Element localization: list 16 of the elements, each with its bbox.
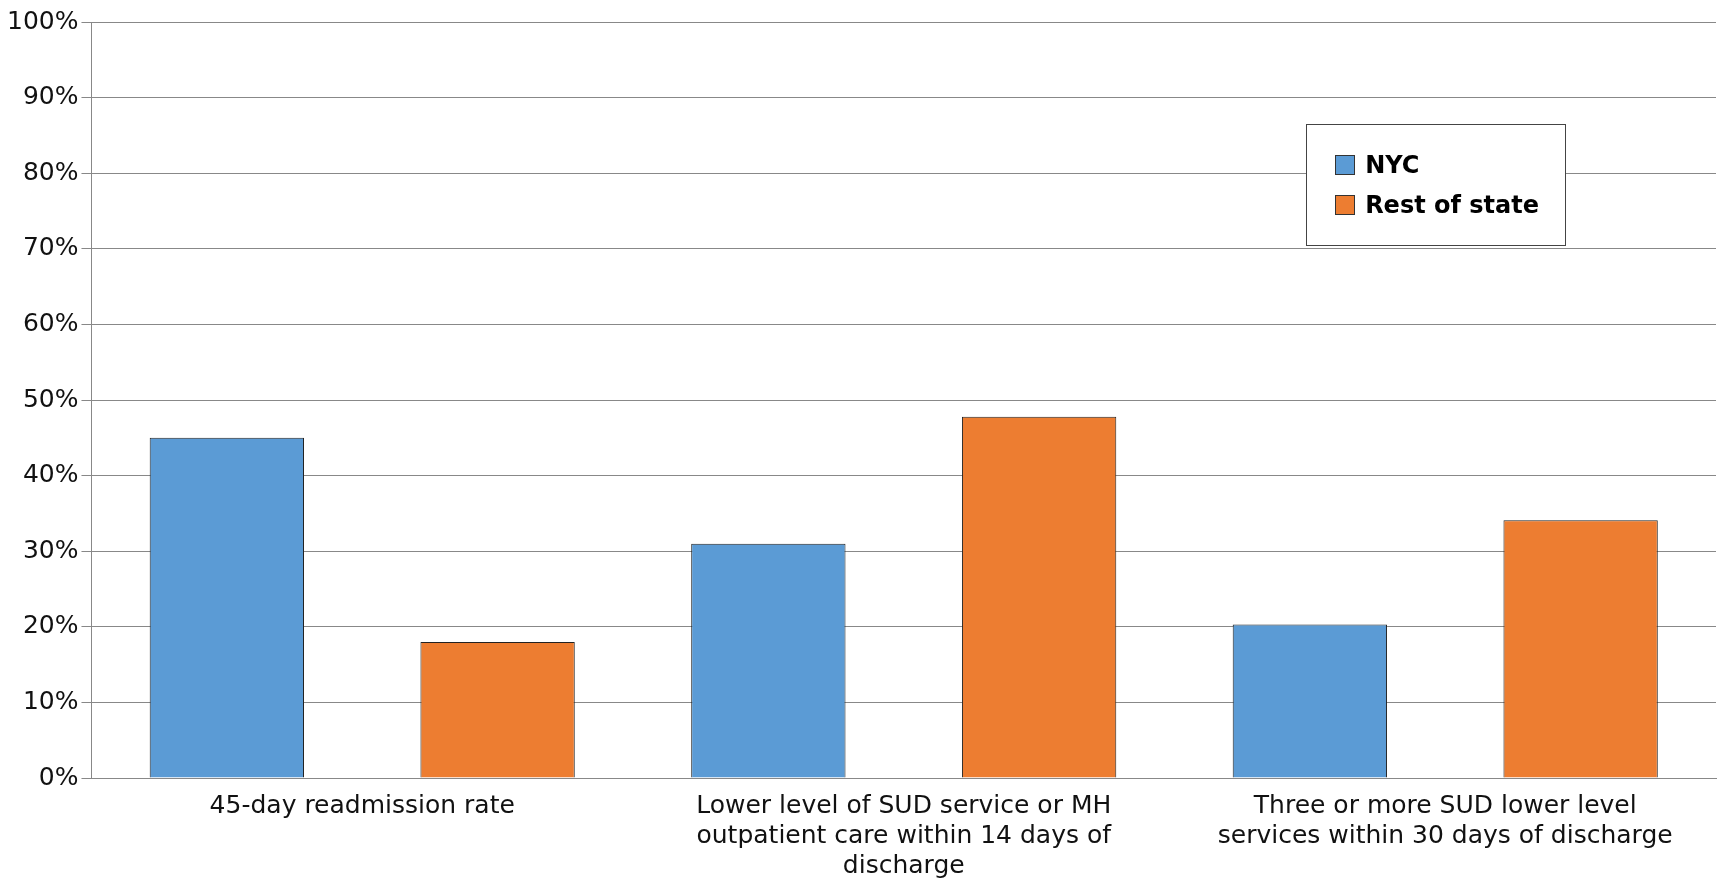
y-tick-label: 50% [22,383,79,413]
y-tick-label: 100% [6,5,79,35]
y-tick-label: 80% [22,156,79,186]
y-tick-label: 60% [22,307,79,337]
legend-label: Rest of state [1365,191,1539,219]
y-tick-label: 40% [22,459,79,489]
y-tick-label: 0% [38,761,79,791]
legend-label: NYC [1365,151,1420,179]
x-tick-label: Three or more SUD lower level services within 30 days of discharge [1217,789,1673,849]
x-tick-label: 45-day readmission rate [209,789,515,819]
y-tick-label: 20% [22,610,79,640]
y-tick-label: 70% [22,232,79,262]
y-tick-label: 30% [22,534,79,564]
y-tick-label: 10% [22,685,79,715]
y-tick-label: 90% [22,81,79,111]
x-tick-label: Lower level of SUD service or MH outpatient care within 14 days of discharge [696,789,1113,879]
